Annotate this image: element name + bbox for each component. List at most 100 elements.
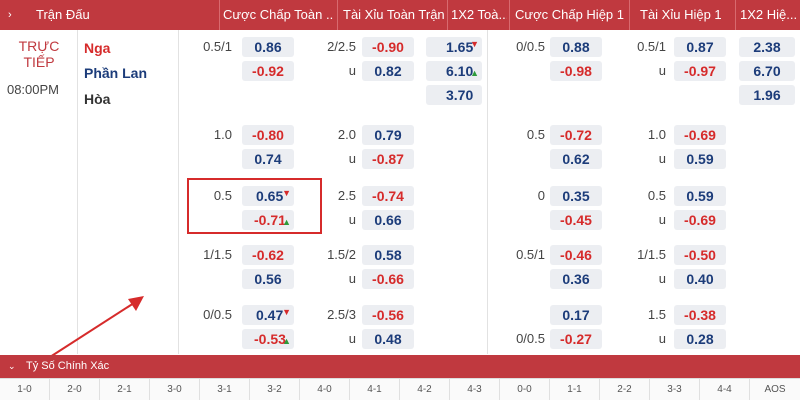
odds-cell[interactable]: 1.65 ▼ xyxy=(426,37,482,57)
odds-cell[interactable]: 0.62 xyxy=(550,149,602,169)
score-cell[interactable]: 3-1 xyxy=(200,379,250,400)
score-cell[interactable]: 1-0 xyxy=(0,379,50,400)
odds-cell[interactable]: -0.98 xyxy=(550,61,602,81)
col-h1-handicap[interactable]: Cược Chấp Hiệp 1 xyxy=(515,7,624,22)
odds-cell[interactable]: 0.48 xyxy=(362,329,414,349)
col-ft-handicap[interactable]: Cược Chấp Toàn ... xyxy=(223,7,333,22)
odds-cell[interactable]: 6.10 ▲ xyxy=(426,61,482,81)
odds-cell[interactable]: 0.88 xyxy=(550,37,602,57)
score-cell[interactable]: 4-0 xyxy=(300,379,350,400)
odds-cell[interactable]: -0.45 xyxy=(550,210,602,230)
match-time: 08:00PM xyxy=(6,82,60,97)
correct-score-title: Tỷ Số Chính Xác xyxy=(26,360,110,372)
ou-line: 2.0 xyxy=(337,127,356,142)
odds-cell[interactable]: 1.96 xyxy=(739,85,795,105)
odds-cell[interactable]: 0.28 xyxy=(674,329,726,349)
score-cell[interactable]: AOS xyxy=(764,384,786,395)
ou-line: 2/2.5 xyxy=(327,39,356,54)
odds-cell[interactable]: 0.59 xyxy=(674,186,726,206)
score-cell[interactable]: 4-4 xyxy=(700,379,750,400)
score-cell[interactable]: 0-0 xyxy=(500,379,550,400)
score-cell[interactable]: 4-3 xyxy=(450,379,500,400)
odds-cell[interactable]: 0.47 ▼ xyxy=(242,305,294,325)
arrow-up-icon: ▲ xyxy=(282,336,291,346)
odds-cell[interactable]: -0.69 xyxy=(674,125,726,145)
handicap-line: 0/0.5 xyxy=(516,331,545,346)
handicap-line: 0 xyxy=(537,188,545,203)
odds-cell[interactable]: 0.86 xyxy=(242,37,294,57)
odds-cell[interactable]: 0.56 xyxy=(242,269,294,289)
col-ft-overunder[interactable]: Tài Xỉu Toàn Trận xyxy=(343,7,445,22)
odds-cell[interactable]: -0.56 xyxy=(362,305,414,325)
odds-cell[interactable]: 0.66 xyxy=(362,210,414,230)
team-away[interactable]: Phần Lan xyxy=(84,65,148,81)
col-h1-1x2[interactable]: 1X2 Hiệ... xyxy=(740,7,798,22)
score-cell[interactable]: 2-1 xyxy=(100,379,150,400)
odds-cell[interactable]: 0.36 xyxy=(550,269,602,289)
score-cell[interactable]: 3-0 xyxy=(150,379,200,400)
table-header: › Trận Đấu Cược Chấp Toàn ... Tài Xỉu To… xyxy=(0,0,800,30)
highlight-box xyxy=(187,178,322,234)
odds-cell[interactable]: -0.92 xyxy=(242,61,294,81)
chevron-down-icon[interactable]: ⌄ xyxy=(8,361,16,371)
odds-cell[interactable]: -0.38 xyxy=(674,305,726,325)
chevron-right-icon[interactable]: › xyxy=(8,9,12,21)
odds-cell[interactable]: -0.69 xyxy=(674,210,726,230)
odds-cell[interactable]: 0.74 xyxy=(242,149,294,169)
score-cell[interactable]: 2-0 xyxy=(50,379,100,400)
correct-score-header[interactable]: ⌄ Tỷ Số Chính Xác xyxy=(0,355,800,378)
odds-cell[interactable]: 0.35 xyxy=(550,186,602,206)
odds-cell[interactable]: 2.38 xyxy=(739,37,795,57)
under-label: u xyxy=(658,63,666,78)
odds-cell[interactable]: 0.17 xyxy=(550,305,602,325)
arrow-down-icon: ▼ xyxy=(470,39,479,49)
ou-line: 1.0 xyxy=(647,127,666,142)
odds-cell[interactable]: -0.50 xyxy=(674,245,726,265)
ou-line: 1/1.5 xyxy=(637,247,666,262)
handicap-line: 0.5 xyxy=(526,127,545,142)
odds-cell[interactable]: -0.72 xyxy=(550,125,602,145)
under-label: u xyxy=(658,212,666,227)
score-cell[interactable]: 1-1 xyxy=(550,379,600,400)
handicap-line: 0/0.5 xyxy=(203,307,232,322)
odds-cell[interactable]: 0.65 ▼ xyxy=(242,186,294,206)
odds-cell[interactable]: 0.40 xyxy=(674,269,726,289)
odds-cell[interactable]: -0.46 xyxy=(550,245,602,265)
odds-cell[interactable]: 0.79 xyxy=(362,125,414,145)
col-ft-1x2[interactable]: 1X2 Toà... xyxy=(451,7,507,22)
ou-line: 2.5 xyxy=(337,188,356,203)
correct-score-list: 1-0 2-0 2-1 3-0 3-1 3-2 4-0 4-1 4-2 4-3 … xyxy=(0,378,800,400)
arrow-up-icon: ▲ xyxy=(282,217,291,227)
odds-cell[interactable]: -0.66 xyxy=(362,269,414,289)
col-h1-overunder[interactable]: Tài Xỉu Hiệp 1 xyxy=(640,7,722,22)
score-cell[interactable]: 4-2 xyxy=(400,379,450,400)
odds-cell[interactable]: -0.87 xyxy=(362,149,414,169)
team-home[interactable]: Nga xyxy=(84,40,111,56)
handicap-line: 0/0.5 xyxy=(516,39,545,54)
odds-cell[interactable]: -0.27 xyxy=(550,329,602,349)
under-label: u xyxy=(658,151,666,166)
odds-cell[interactable]: 3.70 xyxy=(426,85,482,105)
odds-cell[interactable]: 6.70 xyxy=(739,61,795,81)
odds-cell[interactable]: -0.53 ▲ xyxy=(242,329,294,349)
odds-cell[interactable]: -0.80 xyxy=(242,125,294,145)
odds-cell[interactable]: -0.71 ▲ xyxy=(242,210,294,230)
odds-cell[interactable]: -0.97 xyxy=(674,61,726,81)
odds-cell[interactable]: 0.82 xyxy=(362,61,414,81)
odds-cell[interactable]: 0.59 xyxy=(674,149,726,169)
under-label: u xyxy=(658,271,666,286)
score-cell[interactable]: 4-1 xyxy=(350,379,400,400)
odds-cell[interactable]: 0.58 xyxy=(362,245,414,265)
handicap-line: 0.5/1 xyxy=(203,39,232,54)
score-cell[interactable]: 3-3 xyxy=(650,379,700,400)
arrow-down-icon: ▼ xyxy=(282,188,291,198)
ou-line: 1.5 xyxy=(647,307,666,322)
odds-cell[interactable]: -0.62 xyxy=(242,245,294,265)
odds-cell[interactable]: 0.87 xyxy=(674,37,726,57)
odds-cell[interactable]: -0.90 xyxy=(362,37,414,57)
odds-cell[interactable]: -0.74 xyxy=(362,186,414,206)
score-cell[interactable]: 3-2 xyxy=(250,379,300,400)
under-label: u xyxy=(658,331,666,346)
under-label: u xyxy=(348,271,356,286)
score-cell[interactable]: 2-2 xyxy=(600,379,650,400)
